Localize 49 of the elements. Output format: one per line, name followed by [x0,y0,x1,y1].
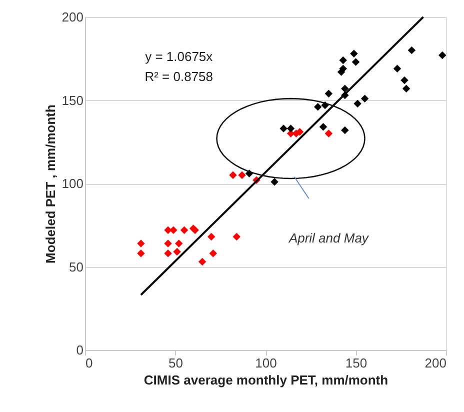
x-tick-label: 0 [86,356,93,370]
point [180,226,188,234]
annotation: April and May [288,230,370,246]
x-tick-label: 150 [345,356,368,370]
point [232,232,240,241]
y-axis-title: Modeled PET , mm/month [42,104,58,264]
point [393,64,402,72]
point [314,103,322,111]
point [350,50,358,58]
y-tick-label: 150 [62,92,84,108]
point [173,248,181,256]
point [270,178,278,186]
point [198,258,206,266]
y-tick-label: 0 [76,342,84,358]
point [174,240,183,248]
annotation: y = 1.0675x [145,48,214,64]
point [438,51,446,60]
x-tick-label: 50 [168,356,183,370]
annotation: R² = 0.8758 [144,68,214,84]
point [286,124,295,132]
point [324,90,333,98]
y-tick-label: 200 [62,10,84,24]
point [402,84,410,92]
x-axis-title: CIMIS average monthly PET, mm/month [144,372,388,388]
x-tick-label: 100 [255,356,277,370]
point [354,100,362,108]
point [280,124,288,132]
point [164,240,172,248]
point [207,232,216,241]
point [137,240,145,248]
x-tick-label: 200 [424,356,446,370]
point [324,130,333,138]
point [400,76,408,84]
point [209,250,218,258]
point [341,84,349,92]
point [319,123,328,131]
point [170,226,178,234]
point [352,58,360,66]
y-tick-label: 50 [69,259,84,274]
point [164,250,172,258]
point [408,46,416,54]
point [137,250,145,258]
point [360,94,369,102]
y-tick-label: 100 [62,176,84,191]
point [341,126,349,134]
point [339,64,347,72]
point [339,56,347,64]
point [229,171,237,180]
point [238,171,246,180]
